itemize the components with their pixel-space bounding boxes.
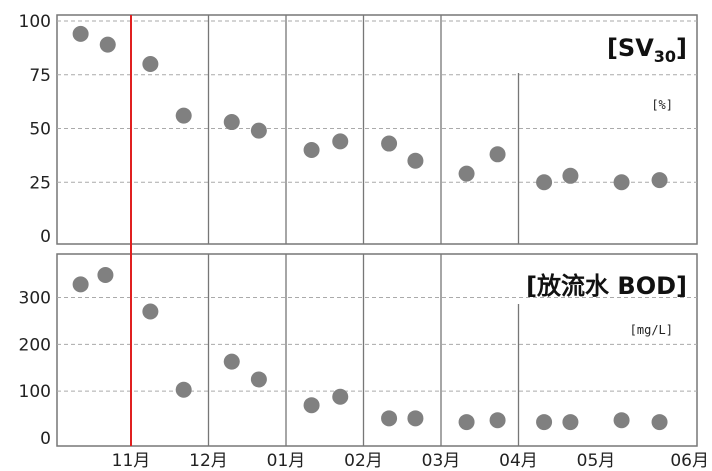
data-point bbox=[381, 135, 398, 152]
month-label: 05月 bbox=[577, 451, 616, 471]
data-point bbox=[562, 414, 579, 431]
month-label: 02月 bbox=[344, 451, 383, 471]
data-point bbox=[303, 142, 320, 158]
y-tick-label: 25 bbox=[29, 173, 51, 193]
data-point bbox=[142, 303, 159, 320]
data-point bbox=[303, 397, 320, 414]
bod-points bbox=[72, 266, 668, 431]
data-point bbox=[489, 146, 506, 163]
data-point bbox=[332, 388, 349, 405]
month-axis-labels: 11月 12月 01月 02月 03月 04月 05月 06月 bbox=[112, 451, 709, 471]
data-point bbox=[489, 412, 506, 429]
data-point bbox=[175, 107, 192, 124]
data-point bbox=[381, 410, 398, 427]
data-point bbox=[536, 174, 553, 191]
data-point bbox=[175, 381, 192, 398]
y-tick-label: 100 bbox=[19, 12, 51, 32]
y-tick-label: 50 bbox=[29, 120, 51, 140]
month-label: 06月 bbox=[670, 451, 709, 471]
sv30-panel-title: [SV30] bbox=[607, 34, 687, 66]
sv30-title-end: ] bbox=[676, 34, 687, 62]
data-point bbox=[223, 353, 240, 370]
data-point bbox=[613, 412, 630, 429]
sv30-y-axis: 0 25 50 75 100 bbox=[19, 12, 51, 247]
y-tick-label: 300 bbox=[19, 288, 51, 308]
month-label: 01月 bbox=[267, 451, 306, 471]
data-point bbox=[97, 266, 114, 283]
data-point bbox=[142, 56, 159, 72]
data-point bbox=[223, 114, 240, 131]
bod-panel: 0 100 200 300 [放流水 BOD] [mg/L] bbox=[19, 253, 698, 449]
data-point bbox=[458, 165, 475, 182]
month-label: 12月 bbox=[189, 451, 228, 471]
month-label: 03月 bbox=[422, 451, 461, 471]
sv30-gridlines bbox=[57, 20, 697, 183]
sv30-unit-label: [%] bbox=[651, 98, 673, 112]
y-tick-label: 75 bbox=[29, 66, 51, 86]
bod-panel-title: [放流水 BOD] bbox=[526, 272, 687, 300]
y-tick-label: 100 bbox=[19, 382, 51, 402]
bod-unit-label: [mg/L] bbox=[630, 323, 673, 337]
data-point bbox=[99, 36, 116, 53]
month-label: 11月 bbox=[112, 451, 151, 471]
sv30-month-separators bbox=[207, 15, 520, 244]
sv30-panel-frame bbox=[56, 14, 698, 245]
sv30-points bbox=[72, 25, 668, 191]
data-point bbox=[332, 133, 349, 150]
data-point bbox=[536, 414, 553, 431]
sv30-panel: 0 25 50 75 100 [SV30] [%] bbox=[19, 12, 698, 247]
data-point bbox=[651, 414, 668, 431]
data-point bbox=[250, 371, 267, 388]
data-point bbox=[613, 174, 630, 191]
bod-y-axis: 0 100 200 300 bbox=[19, 288, 51, 449]
data-point bbox=[651, 172, 668, 189]
sv30-title-main: [SV bbox=[607, 34, 654, 62]
data-point bbox=[458, 414, 475, 431]
month-label: 04月 bbox=[499, 451, 538, 471]
data-point bbox=[407, 410, 424, 427]
bod-panel-frame bbox=[56, 253, 698, 447]
data-point bbox=[407, 152, 424, 169]
y-tick-label: 200 bbox=[19, 335, 51, 355]
y-tick-label: 0 bbox=[40, 429, 51, 449]
sv30-title-subscript: 30 bbox=[654, 47, 676, 66]
data-point bbox=[72, 25, 89, 42]
y-tick-label: 0 bbox=[40, 227, 51, 247]
data-point bbox=[250, 122, 267, 139]
bod-month-separators bbox=[207, 254, 520, 446]
data-point bbox=[72, 276, 89, 293]
data-point bbox=[562, 167, 579, 184]
bod-gridlines bbox=[57, 296, 697, 392]
